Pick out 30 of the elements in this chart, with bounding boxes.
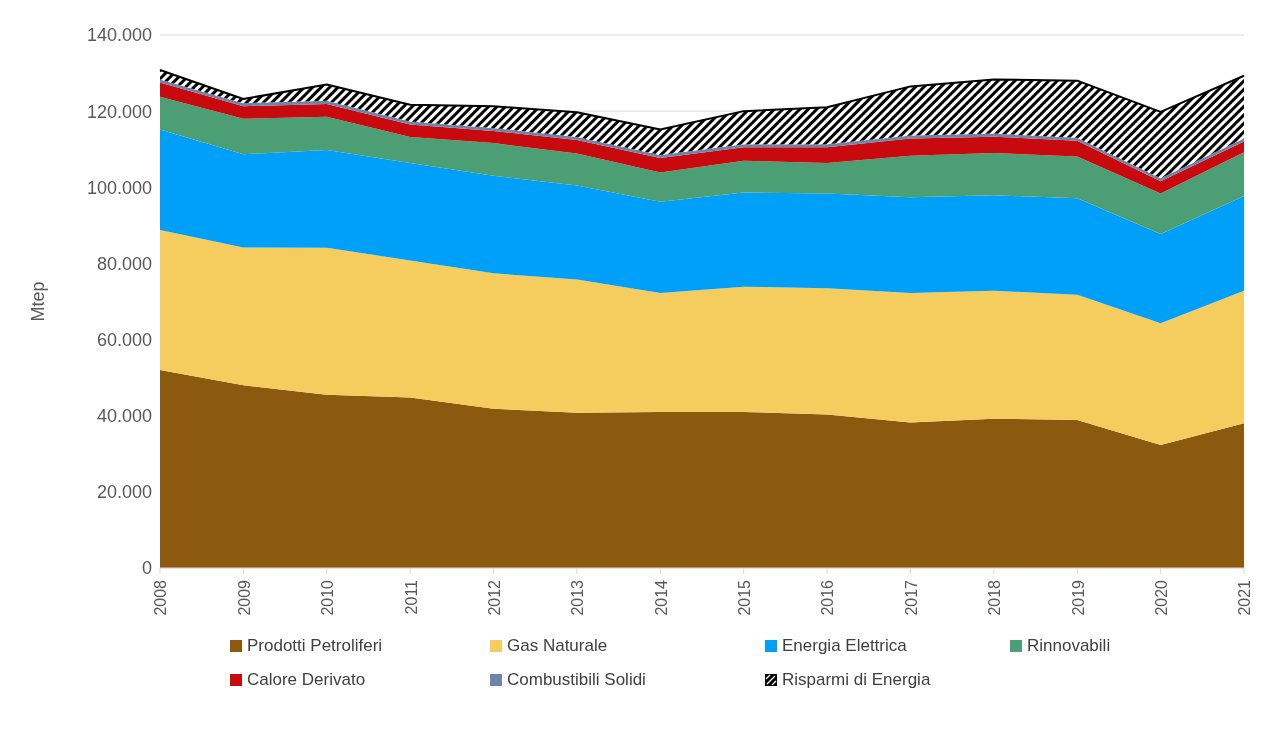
y-tick-label: 80.000 [96, 253, 152, 274]
x-tick-label: 2018 [986, 579, 1004, 616]
x-tick-label: 2014 [652, 579, 670, 616]
x-tick-label: 2010 [319, 579, 337, 616]
y-tick-label: 120.000 [86, 101, 152, 122]
x-tick-label: 2021 [1236, 579, 1254, 616]
x-tick-label: 2019 [1069, 579, 1087, 616]
y-tick-label: 20.000 [96, 482, 152, 503]
legend-label: Risparmi di Energia [782, 670, 931, 690]
legend-label: Prodotti Petroliferi [247, 636, 383, 656]
legend-label: Energia Elettrica [782, 636, 907, 656]
x-tick-label: 2017 [902, 579, 920, 616]
y-tick-label: 40.000 [96, 406, 152, 427]
x-tick-label: 2008 [152, 579, 170, 616]
legend-label: Calore Derivato [247, 670, 366, 690]
legend-label: Combustibili Solidi [507, 670, 646, 690]
y-tick-label: 100.000 [86, 177, 152, 198]
legend-label: Rinnovabili [1027, 636, 1111, 656]
x-tick-label: 2016 [819, 579, 837, 616]
y-tick-label: 60.000 [96, 329, 152, 350]
x-tick-label: 2020 [1152, 579, 1170, 616]
x-tick-label: 2015 [736, 579, 754, 616]
x-tick-label: 2012 [485, 579, 503, 616]
y-axis-title: Mtep [28, 281, 49, 322]
y-tick-label: 140.000 [86, 25, 152, 46]
y-tick-label: 0 [141, 558, 152, 579]
x-tick-label: 2011 [402, 579, 420, 615]
x-tick-label: 2009 [235, 579, 253, 616]
legend-label: Gas Naturale [507, 636, 608, 656]
x-tick-label: 2013 [569, 579, 587, 616]
